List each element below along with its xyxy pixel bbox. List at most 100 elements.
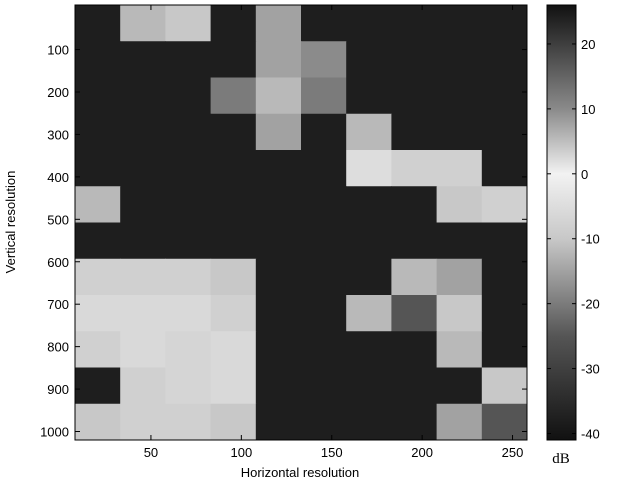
heat-cell bbox=[437, 78, 483, 115]
heat-cell bbox=[346, 223, 392, 260]
heat-cell bbox=[391, 404, 437, 441]
heat-cell bbox=[211, 331, 257, 368]
heat-cell bbox=[437, 259, 483, 296]
heat-cell bbox=[256, 5, 302, 42]
y-tick-label: 200 bbox=[47, 85, 69, 100]
heat-cell bbox=[211, 186, 257, 223]
heat-cell bbox=[75, 295, 121, 332]
heat-cell bbox=[120, 114, 166, 151]
heat-cell bbox=[256, 404, 302, 441]
heat-cell bbox=[437, 295, 483, 332]
y-tick-label: 1000 bbox=[40, 425, 69, 440]
heat-cell bbox=[482, 186, 528, 223]
heat-cell bbox=[211, 404, 257, 441]
y-axis-label: Vertical resolution bbox=[3, 171, 18, 274]
heat-cell bbox=[120, 186, 166, 223]
heat-cell bbox=[391, 331, 437, 368]
heat-cell bbox=[165, 259, 211, 296]
heat-cell bbox=[120, 295, 166, 332]
heat-cell bbox=[75, 368, 121, 405]
heat-cell bbox=[256, 368, 302, 405]
heat-cell bbox=[346, 295, 392, 332]
heat-cell bbox=[301, 295, 347, 332]
heat-cell bbox=[256, 150, 302, 187]
heat-cell bbox=[256, 114, 302, 151]
heat-cell bbox=[437, 368, 483, 405]
heat-cell bbox=[256, 331, 302, 368]
y-tick-label: 700 bbox=[47, 297, 69, 312]
heat-cell bbox=[391, 186, 437, 223]
heat-cell bbox=[165, 186, 211, 223]
heat-cell bbox=[346, 114, 392, 151]
heat-cell bbox=[120, 223, 166, 260]
heat-cell bbox=[120, 5, 166, 42]
heat-cell bbox=[437, 331, 483, 368]
heat-cell bbox=[346, 41, 392, 78]
heat-cell bbox=[391, 114, 437, 151]
y-tick-label: 500 bbox=[47, 212, 69, 227]
heat-cell bbox=[120, 368, 166, 405]
heat-cell bbox=[256, 78, 302, 115]
heat-cell bbox=[482, 41, 528, 78]
heat-cell bbox=[437, 223, 483, 260]
heat-cell bbox=[346, 331, 392, 368]
heat-cell bbox=[211, 259, 257, 296]
chart: Horizontal resolution Vertical resolutio… bbox=[0, 0, 632, 487]
heat-cell bbox=[301, 368, 347, 405]
heat-cell bbox=[346, 5, 392, 42]
heat-cell bbox=[165, 5, 211, 42]
heat-cell bbox=[75, 404, 121, 441]
heat-cell bbox=[75, 186, 121, 223]
heat-cell bbox=[437, 41, 483, 78]
x-tick-label: 200 bbox=[411, 445, 433, 460]
heat-cell bbox=[301, 404, 347, 441]
y-tick-label: 100 bbox=[47, 43, 69, 58]
colorbar bbox=[547, 5, 576, 440]
x-tick-label: 250 bbox=[502, 445, 524, 460]
heat-cell bbox=[437, 5, 483, 42]
heat-cell bbox=[165, 223, 211, 260]
heat-cell bbox=[165, 78, 211, 115]
heat-cell bbox=[482, 295, 528, 332]
colorbar-tick-label: 20 bbox=[581, 37, 595, 52]
heat-cell bbox=[120, 331, 166, 368]
colorbar-tick-label: -30 bbox=[581, 362, 600, 377]
heat-cell bbox=[165, 41, 211, 78]
heat-cell bbox=[256, 41, 302, 78]
heat-cell bbox=[301, 331, 347, 368]
heat-cell bbox=[346, 150, 392, 187]
heat-cell bbox=[301, 150, 347, 187]
heat-cell bbox=[346, 404, 392, 441]
heat-cell bbox=[165, 150, 211, 187]
y-tick-label: 300 bbox=[47, 127, 69, 142]
heat-cell bbox=[391, 368, 437, 405]
heat-cell bbox=[211, 368, 257, 405]
y-tick-label: 800 bbox=[47, 340, 69, 355]
heat-cell bbox=[75, 5, 121, 42]
heatmap bbox=[75, 5, 528, 441]
heat-cell bbox=[165, 295, 211, 332]
x-tick-label: 150 bbox=[321, 445, 343, 460]
heat-cell bbox=[211, 150, 257, 187]
heat-cell bbox=[482, 114, 528, 151]
heat-cell bbox=[120, 150, 166, 187]
heat-cell bbox=[437, 150, 483, 187]
heat-cell bbox=[437, 186, 483, 223]
heat-cell bbox=[256, 295, 302, 332]
heat-cell bbox=[301, 114, 347, 151]
heat-cell bbox=[120, 404, 166, 441]
heat-cell bbox=[120, 78, 166, 115]
heat-cell bbox=[346, 259, 392, 296]
heat-cell bbox=[75, 41, 121, 78]
colorbar-tick-label: -40 bbox=[581, 427, 600, 442]
heat-cell bbox=[301, 5, 347, 42]
heat-cell bbox=[391, 78, 437, 115]
colorbar-tick-label: -10 bbox=[581, 232, 600, 247]
heat-cell bbox=[256, 223, 302, 260]
heat-cell bbox=[391, 5, 437, 42]
heat-cell bbox=[301, 259, 347, 296]
colorbar-tick-label: -20 bbox=[581, 297, 600, 312]
heat-cell bbox=[75, 114, 121, 151]
heat-cell bbox=[437, 114, 483, 151]
y-tick-label: 600 bbox=[47, 255, 69, 270]
